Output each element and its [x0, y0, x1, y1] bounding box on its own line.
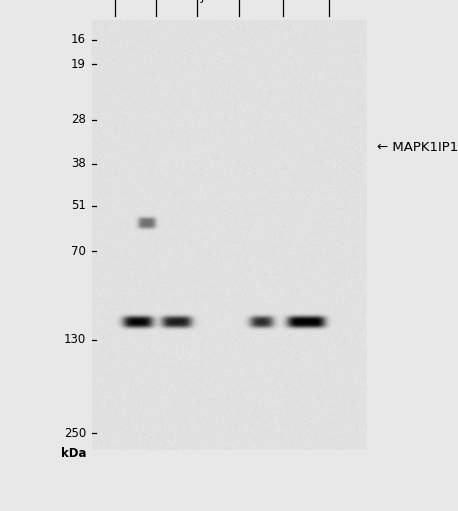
Text: 250: 250	[64, 427, 86, 440]
Text: HeLa: HeLa	[124, 0, 153, 4]
Text: TCMK: TCMK	[245, 0, 277, 4]
Text: 70: 70	[71, 245, 86, 258]
Text: 19: 19	[71, 58, 86, 71]
Text: Jurkat: Jurkat	[201, 0, 235, 4]
Text: ← MAPK1IP1L: ← MAPK1IP1L	[377, 141, 458, 154]
Text: 28: 28	[71, 113, 86, 126]
Text: kDa: kDa	[60, 448, 86, 460]
Text: 16: 16	[71, 33, 86, 46]
Text: 51: 51	[71, 199, 86, 212]
Text: 3T3: 3T3	[295, 0, 317, 4]
Text: 293T: 293T	[162, 0, 191, 4]
Text: 38: 38	[71, 157, 86, 170]
Text: 130: 130	[64, 333, 86, 346]
